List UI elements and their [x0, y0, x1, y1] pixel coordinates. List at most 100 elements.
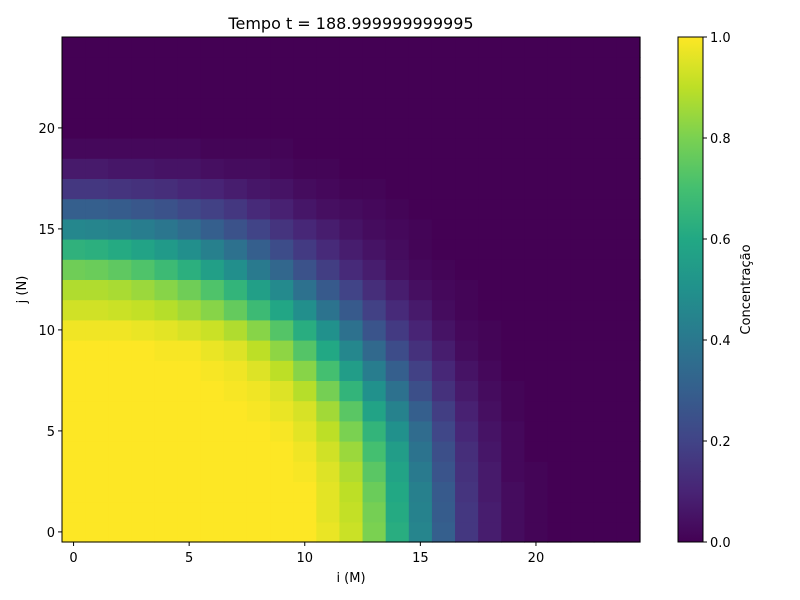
heatmap-cell: [223, 198, 248, 220]
heatmap-cell: [131, 97, 156, 119]
heatmap-cell: [62, 441, 86, 462]
heatmap-cell: [478, 521, 502, 543]
heatmap-cell: [478, 420, 502, 442]
heatmap-cell: [108, 521, 132, 543]
heatmap-cell: [200, 340, 225, 361]
heatmap-cell: [108, 239, 132, 260]
heatmap-cell: [246, 239, 271, 260]
heatmap-cell: [223, 319, 248, 341]
heatmap-cell: [431, 481, 456, 503]
heatmap-cell: [501, 259, 525, 280]
heatmap-cell: [154, 77, 179, 99]
heatmap-cell: [478, 319, 502, 341]
heatmap-cell: [593, 239, 618, 260]
y-tick-label: 5: [47, 425, 55, 440]
heatmap-cell: [455, 521, 479, 543]
heatmap-cell: [316, 521, 341, 543]
heatmap-cell: [408, 239, 433, 260]
heatmap-cell: [616, 97, 641, 119]
heatmap-cell: [478, 360, 502, 381]
heatmap-cell: [339, 319, 364, 341]
heatmap-cell: [501, 319, 525, 341]
heatmap-cell: [339, 158, 364, 179]
heatmap-cell: [177, 158, 202, 179]
heatmap-cell: [108, 400, 132, 422]
heatmap-cell: [408, 521, 433, 543]
heatmap-cell: [62, 259, 86, 280]
heatmap-cell: [131, 420, 156, 442]
heatmap-cell: [547, 420, 572, 442]
heatmap-cell: [293, 501, 317, 523]
heatmap-cell: [223, 77, 248, 99]
heatmap-cell: [85, 380, 109, 402]
y-tick-label: 20: [38, 122, 55, 137]
heatmap-cell: [108, 481, 132, 503]
heatmap-cell: [501, 481, 525, 503]
heatmap-cell: [131, 178, 156, 200]
heatmap-cell: [593, 360, 618, 381]
heatmap-cell: [593, 279, 618, 301]
heatmap-cell: [524, 319, 549, 341]
heatmap-cell: [246, 178, 271, 200]
heatmap-cell: [455, 279, 479, 301]
heatmap-cell: [593, 441, 618, 462]
heatmap-cell: [431, 420, 456, 442]
heatmap-cell: [85, 198, 109, 220]
heatmap-cell: [431, 37, 456, 58]
heatmap-cell: [616, 57, 641, 78]
heatmap-cell: [616, 400, 641, 422]
heatmap-cell: [246, 218, 271, 240]
heatmap-cell: [316, 441, 341, 462]
heatmap-cell: [455, 501, 479, 523]
heatmap-cell: [85, 178, 109, 200]
colorbar-tick-label: 0.0: [710, 536, 731, 551]
heatmap-cell: [501, 299, 525, 321]
heatmap-cell: [616, 117, 641, 139]
colorbar: [677, 36, 704, 543]
heatmap-cell: [154, 340, 179, 361]
heatmap-cell: [616, 158, 641, 179]
heatmap-cell: [616, 77, 641, 99]
heatmap-cell: [177, 178, 202, 200]
heatmap-cell: [200, 97, 225, 119]
heatmap-cell: [570, 400, 595, 422]
heatmap-cell: [293, 37, 317, 58]
heatmap-cell: [570, 380, 595, 402]
heatmap-cell: [108, 299, 132, 321]
heatmap-cell: [385, 57, 410, 78]
heatmap-cell: [131, 521, 156, 543]
heatmap-cell: [85, 239, 109, 260]
heatmap-cell: [431, 400, 456, 422]
heatmap-cell: [455, 77, 479, 99]
heatmap-cell: [431, 360, 456, 381]
colorbar-tick-label: 1.0: [710, 31, 731, 46]
heatmap-cell: [385, 117, 410, 139]
heatmap-cell: [431, 57, 456, 78]
heatmap-cell: [293, 340, 317, 361]
heatmap-cell: [131, 77, 156, 99]
heatmap-cell: [200, 37, 225, 58]
heatmap-cell: [85, 37, 109, 58]
heatmap-cell: [478, 441, 502, 462]
heatmap-cell: [455, 239, 479, 260]
heatmap-cell: [270, 97, 294, 119]
heatmap-cell: [154, 501, 179, 523]
heatmap-cell: [455, 158, 479, 179]
heatmap-cell: [431, 299, 456, 321]
heatmap-cell: [85, 299, 109, 321]
heatmap-cell: [362, 117, 387, 139]
heatmap-cell: [408, 138, 433, 159]
heatmap-cell: [501, 441, 525, 462]
heatmap-cell: [593, 340, 618, 361]
heatmap-cell: [154, 420, 179, 442]
heatmap-cell: [108, 360, 132, 381]
heatmap-cell: [501, 521, 525, 543]
heatmap-cell: [570, 138, 595, 159]
heatmap-cell: [246, 77, 271, 99]
heatmap-cell: [223, 340, 248, 361]
heatmap-cell: [177, 299, 202, 321]
heatmap-cell: [547, 360, 572, 381]
heatmap-cell: [108, 461, 132, 482]
heatmap-cell: [570, 97, 595, 119]
heatmap-cell: [85, 340, 109, 361]
